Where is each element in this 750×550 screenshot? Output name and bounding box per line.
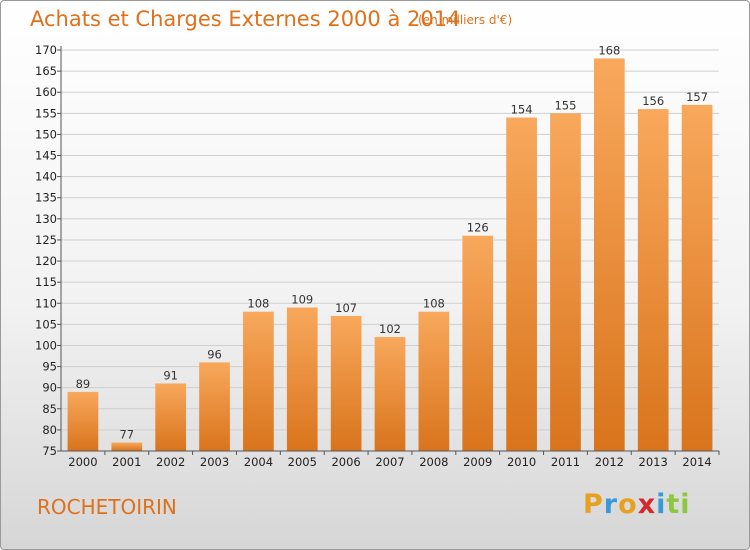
value-label: 156 [642, 94, 664, 108]
logo-letter: P [583, 489, 604, 520]
bar [550, 113, 581, 451]
y-tick-label: 90 [42, 381, 57, 395]
y-tick-label: 155 [35, 106, 57, 120]
y-tick-label: 110 [35, 296, 57, 310]
bar [155, 383, 187, 451]
x-tick-label: 2010 [507, 455, 536, 469]
y-tick-label: 115 [35, 275, 57, 289]
bar [637, 109, 669, 452]
proxiti-logo: Proxiti [583, 489, 691, 520]
bar [330, 315, 362, 451]
y-tick-label: 85 [42, 402, 57, 416]
x-tick-label: 2012 [595, 455, 624, 469]
bar [506, 117, 537, 452]
x-tick-label: 2011 [551, 455, 580, 469]
logo-letter: r [603, 489, 619, 520]
chart-title: Achats et Charges Externes 2000 à 2014 [30, 7, 461, 31]
y-tick-label: 170 [35, 43, 57, 57]
value-label: 77 [119, 428, 134, 442]
bar [199, 362, 230, 451]
bar [111, 442, 143, 451]
value-label: 157 [686, 90, 708, 104]
x-tick-label: 2008 [419, 455, 448, 469]
y-tick-label: 105 [35, 317, 57, 331]
x-tick-label: 2013 [639, 455, 668, 469]
y-tick-label: 130 [35, 212, 57, 226]
value-label: 109 [291, 292, 313, 306]
y-tick-label: 165 [35, 64, 57, 78]
x-tick-label: 2005 [288, 455, 317, 469]
bar [462, 235, 494, 451]
x-tick-label: 2006 [331, 455, 360, 469]
commune-name: ROCHETOIRIN [37, 495, 177, 519]
bar [374, 337, 406, 451]
bar [681, 104, 713, 451]
value-label: 89 [76, 377, 91, 391]
value-label: 91 [163, 368, 178, 382]
value-label: 108 [247, 297, 269, 311]
chart-subtitle: (en milliers d'€) [418, 13, 513, 27]
logo-letter: t [666, 489, 681, 520]
value-label: 96 [207, 347, 222, 361]
logo-letter: i [656, 489, 667, 520]
bar [243, 311, 274, 451]
value-label: 107 [335, 301, 357, 315]
y-tick-label: 80 [42, 423, 57, 437]
bar [593, 58, 625, 451]
value-label: 168 [598, 43, 620, 57]
x-tick-label: 2014 [682, 455, 711, 469]
y-tick-label: 140 [35, 170, 57, 184]
logo-letter: o [618, 489, 638, 520]
y-tick-label: 120 [35, 254, 57, 268]
bar [67, 391, 99, 451]
x-tick-label: 2002 [156, 455, 185, 469]
x-tick-label: 2007 [375, 455, 404, 469]
value-label: 155 [554, 98, 576, 112]
logo-letter: i [680, 489, 691, 520]
x-tick-label: 2000 [68, 455, 97, 469]
logo-letter: x [637, 489, 657, 520]
bar [418, 311, 450, 451]
labels: 75 80 85 90 95 100 105 110 115 120 125 130 135 140 145… [35, 43, 712, 469]
value-label: 102 [379, 322, 401, 336]
axes [57, 46, 720, 455]
bar [286, 307, 318, 451]
y-tick-label: 95 [42, 360, 57, 374]
x-tick-label: 2001 [112, 455, 141, 469]
y-tick-label: 125 [35, 233, 57, 247]
x-tick-label: 2004 [244, 455, 273, 469]
y-tick-label: 150 [35, 127, 57, 141]
y-tick-label: 135 [35, 191, 57, 205]
y-tick-label: 160 [35, 85, 57, 99]
value-label: 108 [423, 297, 445, 311]
y-tick-label: 75 [42, 444, 57, 458]
bars [67, 58, 713, 452]
value-label: 126 [467, 221, 489, 235]
y-tick-label: 145 [35, 149, 57, 163]
x-tick-label: 2009 [463, 455, 492, 469]
value-label: 154 [511, 103, 533, 117]
y-tick-label: 100 [35, 338, 57, 352]
x-tick-label: 2003 [200, 455, 229, 469]
